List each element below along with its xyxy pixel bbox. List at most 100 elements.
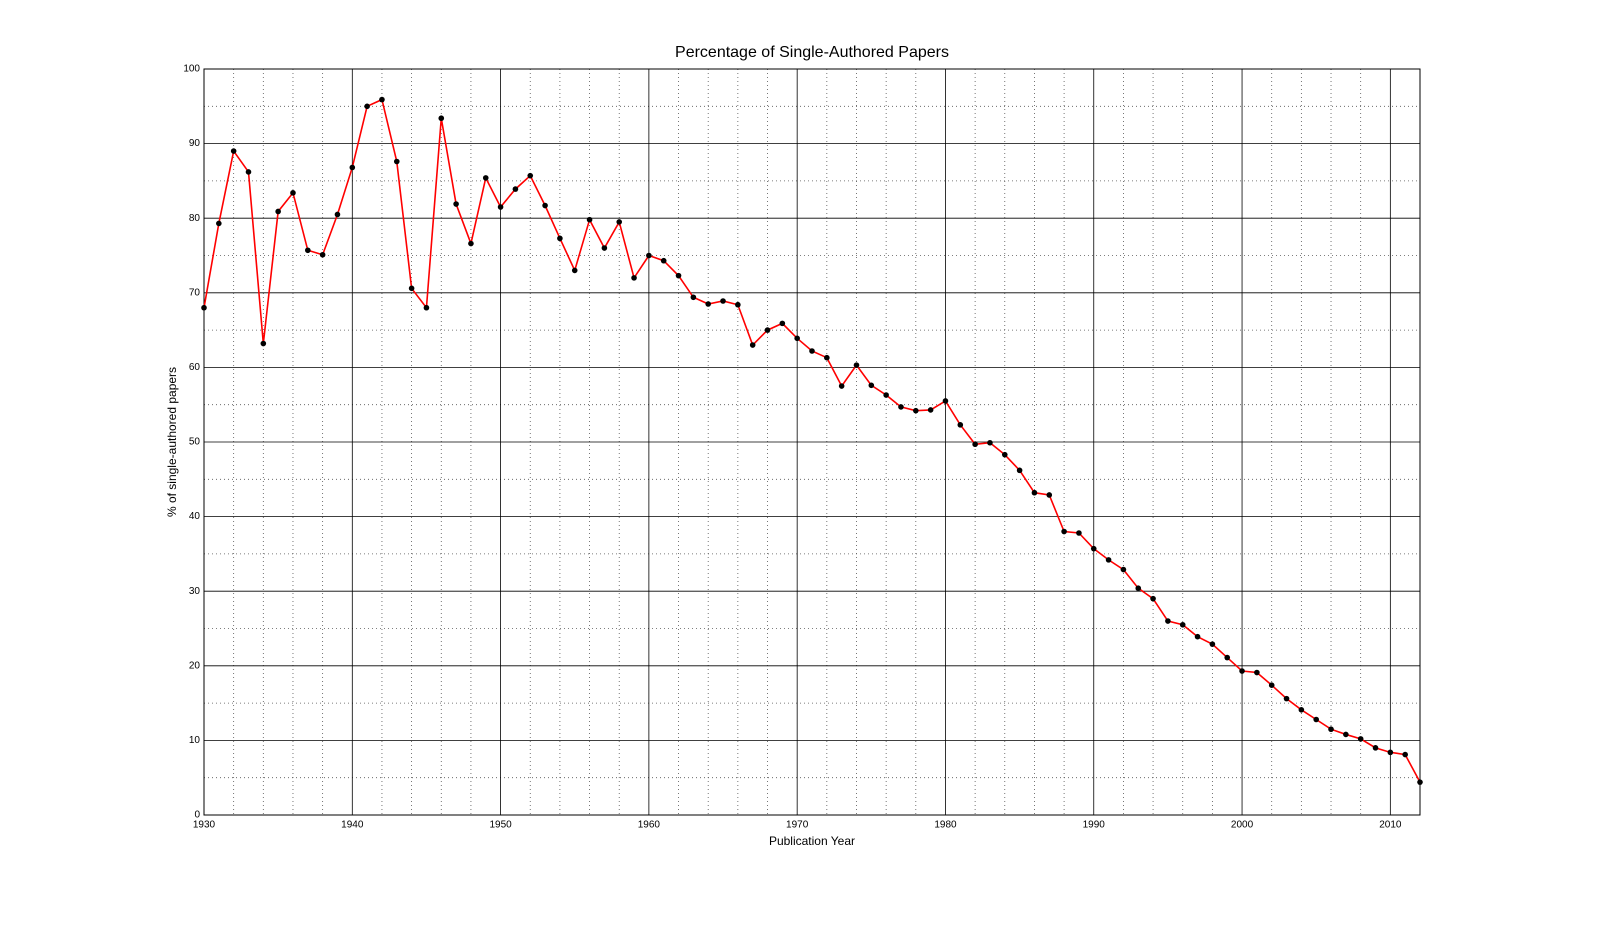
data-point: [1046, 492, 1053, 498]
data-point: [586, 216, 593, 223]
data-point: [942, 398, 949, 404]
x-tick-label: 1960: [638, 820, 661, 831]
data-point: [1387, 749, 1394, 756]
data-point: [631, 275, 637, 281]
data-point: [1402, 751, 1408, 758]
data-point: [393, 158, 400, 165]
data-point: [1061, 528, 1067, 535]
data-point: [957, 422, 964, 428]
data-point: [216, 220, 222, 227]
data-point: [1239, 668, 1245, 674]
data-point: [1165, 618, 1171, 624]
data-point: [1150, 595, 1156, 602]
data-point: [1283, 695, 1290, 702]
data-point: [927, 407, 934, 413]
data-point: [794, 335, 800, 342]
data-point: [779, 320, 786, 327]
data-point: [571, 267, 578, 274]
data-point: [1313, 716, 1319, 723]
x-tick-label: 1990: [1083, 820, 1106, 831]
data-point: [764, 327, 771, 333]
x-tick-label: 2000: [1231, 820, 1254, 831]
data-point: [675, 272, 682, 279]
data-point: [379, 96, 385, 103]
data-point: [201, 304, 207, 311]
data-point: [1328, 726, 1334, 733]
data-point: [557, 235, 563, 242]
data-point: [1090, 545, 1097, 552]
data-point: [987, 439, 993, 446]
data-point: [408, 285, 415, 292]
data-point: [319, 251, 326, 258]
data-point: [616, 219, 623, 225]
data-point: [245, 169, 252, 175]
y-tick-label: 90: [189, 138, 201, 149]
data-point: [1105, 557, 1112, 563]
y-tick-label: 100: [183, 64, 200, 75]
x-tick-label: 1950: [489, 820, 512, 831]
data-point: [1120, 566, 1127, 573]
data-point: [1224, 654, 1231, 661]
data-point: [809, 348, 815, 354]
data-point: [230, 148, 237, 154]
data-point: [1001, 451, 1008, 458]
y-axis-label: % of single-authored papers: [165, 367, 179, 517]
data-point: [468, 240, 474, 247]
data-point: [1016, 467, 1023, 474]
data-point: [690, 294, 697, 301]
data-point: [364, 103, 370, 110]
data-point: [868, 382, 875, 389]
y-tick-label: 70: [189, 287, 201, 298]
data-point: [735, 301, 741, 308]
data-point: [838, 383, 845, 389]
x-axis-label: Publication Year: [769, 834, 855, 848]
data-point: [1254, 669, 1260, 676]
data-line: [203, 98, 1421, 783]
y-tick-label: 80: [189, 213, 201, 224]
data-point: [913, 407, 919, 414]
data-point: [1179, 621, 1186, 628]
data-point: [497, 204, 504, 210]
y-tick-label: 0: [194, 810, 200, 821]
y-tick-label: 10: [189, 735, 201, 746]
y-tick-label: 60: [189, 362, 201, 373]
data-point: [1194, 633, 1201, 640]
data-point: [438, 115, 445, 122]
y-tick-label: 40: [189, 511, 201, 522]
x-tick-label: 1970: [786, 820, 809, 831]
data-point: [305, 247, 311, 254]
data-point: [349, 164, 356, 171]
data-point: [1209, 641, 1216, 647]
data-point: [1298, 707, 1305, 713]
data-point: [527, 172, 534, 179]
data-point: [1357, 736, 1364, 742]
data-point: [1135, 585, 1142, 592]
data-point: [1343, 731, 1349, 738]
data-point: [646, 252, 652, 259]
data-point: [853, 362, 860, 368]
data-point: [749, 342, 756, 348]
data-point: [883, 392, 889, 398]
x-tick-label: 1940: [341, 820, 364, 831]
x-tick-label: 2010: [1379, 820, 1402, 831]
data-point: [898, 404, 904, 410]
chart-title: Percentage of Single-Authored Papers: [675, 44, 949, 61]
data-point: [275, 208, 281, 215]
data-point: [482, 175, 489, 181]
data-point: [260, 340, 267, 347]
data-point: [453, 201, 459, 207]
data-point: [290, 190, 296, 196]
data-point: [824, 354, 830, 361]
data-point: [972, 441, 978, 448]
y-tick-label: 30: [189, 586, 201, 597]
plot-frame: [203, 68, 1421, 816]
data-point: [720, 298, 726, 304]
data-point: [423, 304, 430, 311]
data-point: [512, 186, 519, 192]
data-point: [1268, 682, 1275, 688]
y-tick-label: 50: [189, 437, 201, 448]
data-point: [1076, 530, 1082, 536]
data-point: [334, 211, 341, 218]
